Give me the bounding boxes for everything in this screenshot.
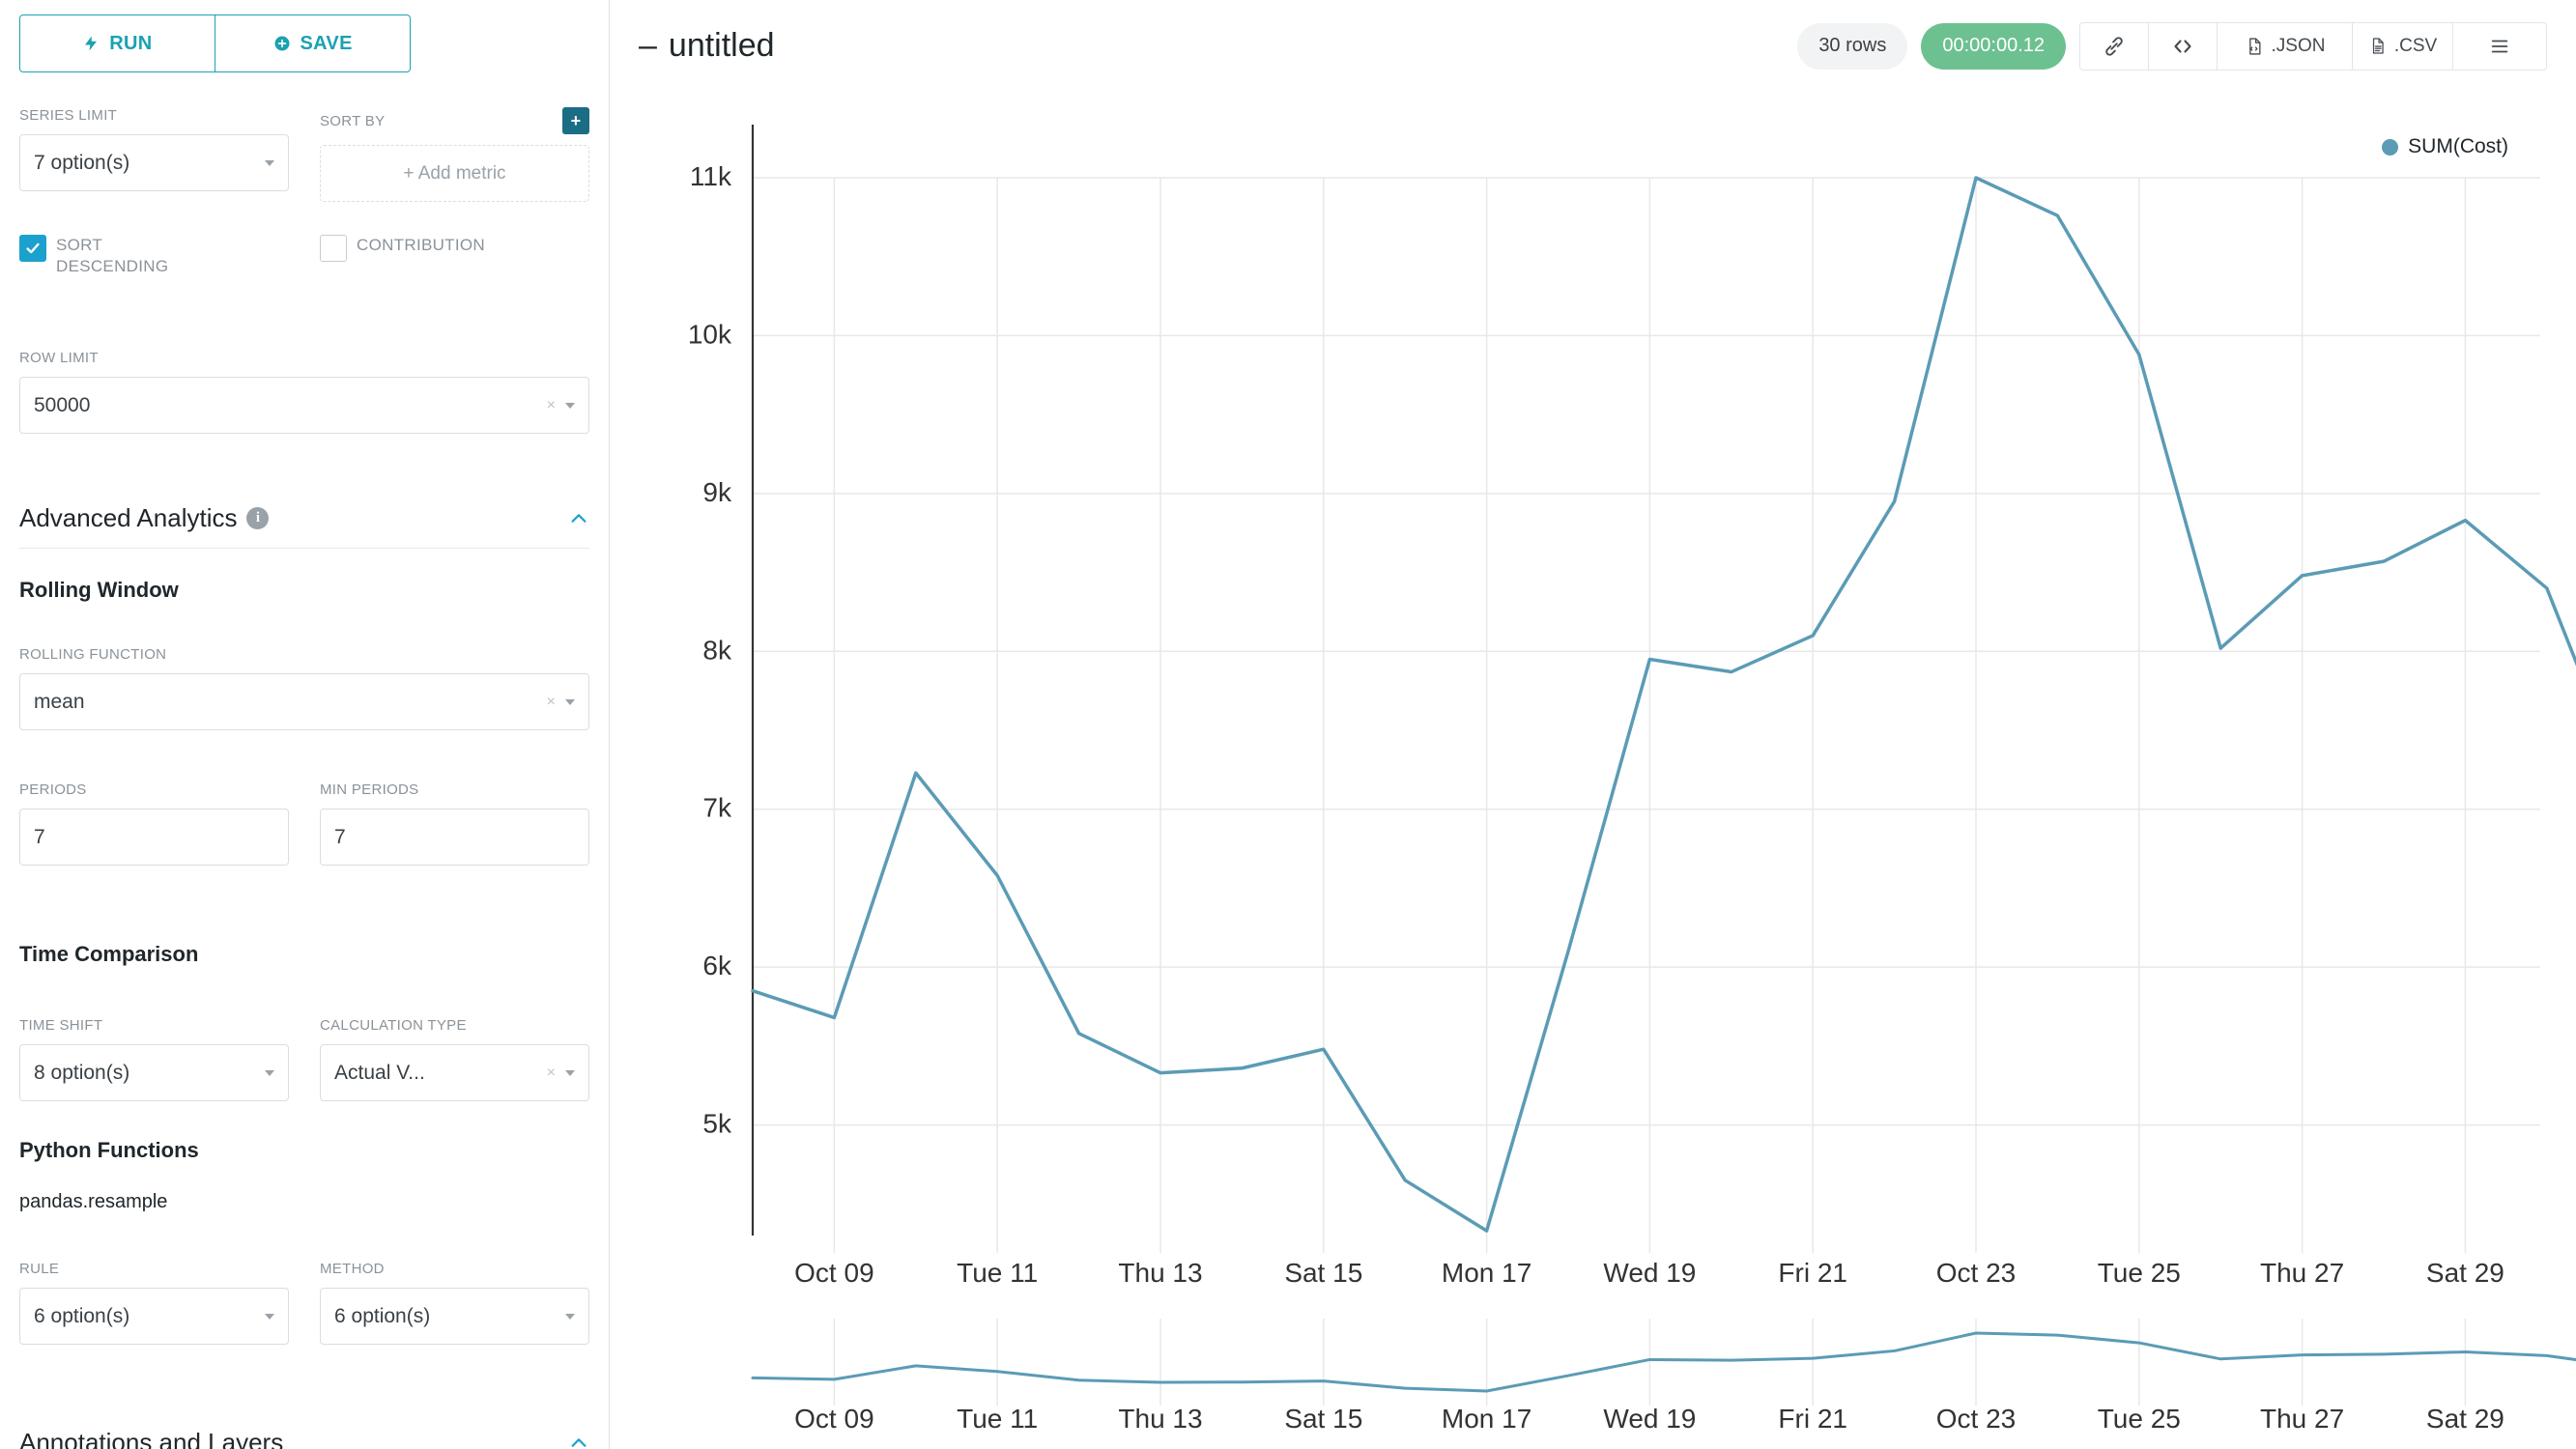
svg-text:7k: 7k bbox=[702, 793, 732, 823]
svg-text:Sat 29: Sat 29 bbox=[2426, 1404, 2504, 1434]
svg-text:5k: 5k bbox=[702, 1109, 732, 1139]
svg-text:Mon 17: Mon 17 bbox=[1442, 1258, 1531, 1288]
svg-text:Fri 21: Fri 21 bbox=[1778, 1258, 1847, 1288]
svg-text:Tue 11: Tue 11 bbox=[957, 1258, 1038, 1288]
svg-text:Sat 15: Sat 15 bbox=[1284, 1258, 1362, 1288]
svg-text:10k: 10k bbox=[688, 319, 732, 349]
svg-text:Fri 21: Fri 21 bbox=[1778, 1404, 1847, 1434]
svg-text:Sat 15: Sat 15 bbox=[1284, 1404, 1362, 1434]
svg-text:Tue 25: Tue 25 bbox=[2098, 1404, 2181, 1434]
svg-text:Oct 23: Oct 23 bbox=[1936, 1258, 2016, 1288]
svg-text:Oct 09: Oct 09 bbox=[794, 1258, 873, 1288]
svg-text:Tue 25: Tue 25 bbox=[2098, 1258, 2181, 1288]
svg-text:Thu 27: Thu 27 bbox=[2260, 1404, 2344, 1434]
svg-text:Tue 11: Tue 11 bbox=[957, 1404, 1038, 1434]
svg-text:Thu 27: Thu 27 bbox=[2260, 1258, 2344, 1288]
svg-text:9k: 9k bbox=[702, 477, 732, 507]
svg-text:Sat 29: Sat 29 bbox=[2426, 1258, 2504, 1288]
svg-text:Mon 17: Mon 17 bbox=[1442, 1404, 1531, 1434]
svg-text:8k: 8k bbox=[702, 635, 732, 665]
svg-text:11k: 11k bbox=[690, 161, 732, 191]
svg-text:Thu 13: Thu 13 bbox=[1118, 1404, 1202, 1434]
svg-text:Wed 19: Wed 19 bbox=[1603, 1258, 1696, 1288]
svg-text:Wed 19: Wed 19 bbox=[1603, 1404, 1696, 1434]
svg-text:Thu 13: Thu 13 bbox=[1118, 1258, 1202, 1288]
svg-text:6k: 6k bbox=[702, 951, 732, 980]
svg-text:Oct 09: Oct 09 bbox=[794, 1404, 873, 1434]
svg-text:Oct 23: Oct 23 bbox=[1936, 1404, 2016, 1434]
